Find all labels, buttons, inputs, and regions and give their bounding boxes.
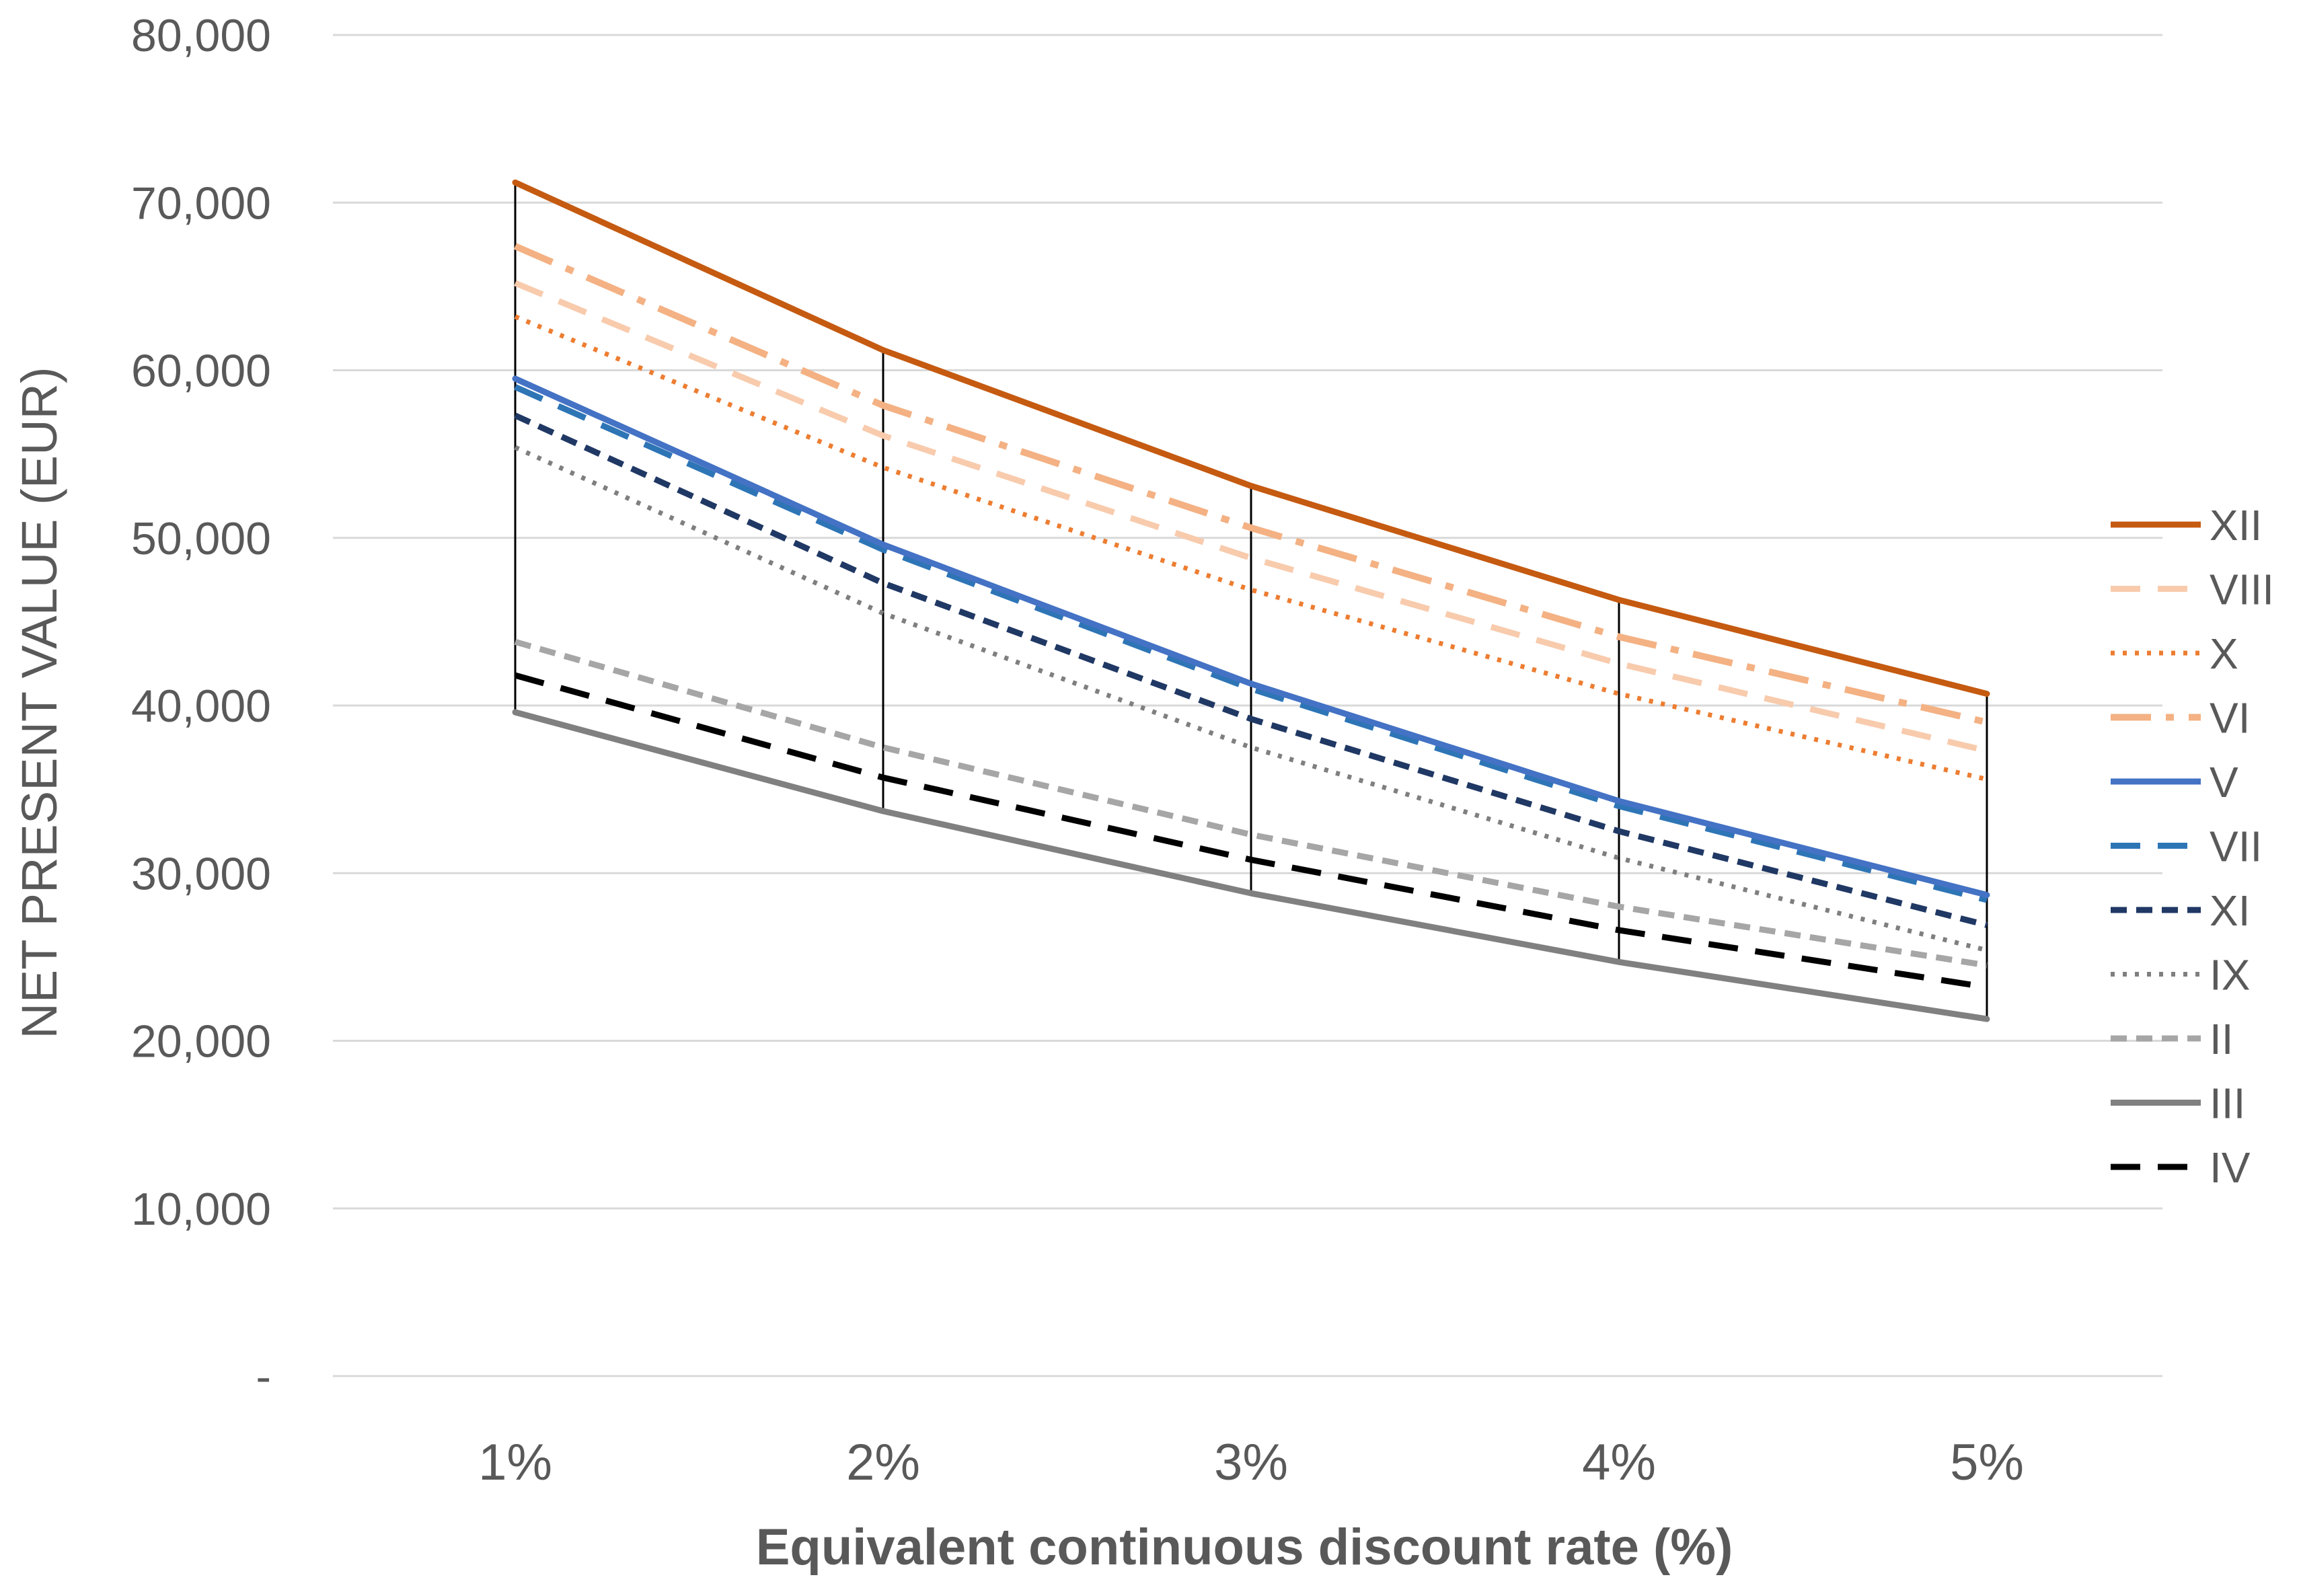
x-tick-label-1: 1%	[478, 1434, 552, 1491]
legend-label: IV	[2210, 1143, 2251, 1192]
legend-label: VIII	[2210, 566, 2274, 614]
series-line-xi	[514, 412, 1988, 928]
series-line-ii	[514, 638, 1988, 968]
x-tick-label-4: 4%	[1582, 1434, 1656, 1491]
legend-label: VI	[2210, 694, 2250, 743]
legend-item-vi: VI	[2111, 694, 2250, 743]
y-tick-label: 80,000	[131, 10, 271, 61]
y-tick-label: 60,000	[131, 346, 271, 397]
x-tick-label-2: 2%	[846, 1434, 920, 1491]
legend-label: XI	[2210, 886, 2250, 935]
legend-label: II	[2210, 1015, 2234, 1063]
series-line-iv	[514, 672, 1988, 991]
x-axis-title: Equivalent continuous discount rate (%)	[756, 1519, 1733, 1576]
legend-item-vii: VII	[2111, 823, 2262, 871]
series-line-vi	[514, 243, 1988, 726]
y-tick-label: 10,000	[131, 1184, 271, 1235]
legend-item-xi: XI	[2111, 886, 2250, 935]
series-lines	[512, 179, 1990, 1022]
legend-item-ii: II	[2111, 1015, 2234, 1063]
legend-item-v: V	[2111, 758, 2238, 806]
legend-item-iii: III	[2111, 1079, 2245, 1128]
legend-item-ix: IX	[2111, 951, 2250, 999]
x-tick-label-3: 3%	[1214, 1434, 1288, 1491]
legend-label: V	[2210, 758, 2238, 806]
legend-item-x: X	[2111, 630, 2238, 678]
series-line-ix	[514, 445, 1988, 953]
x-axis-ticks: 1% 2% 3% 4% 5%	[478, 1434, 2024, 1491]
series-line-xii	[512, 179, 1990, 697]
legend-label: XII	[2210, 501, 2262, 549]
y-tick-label: 30,000	[131, 848, 271, 899]
legend-item-viii: VIII	[2111, 566, 2274, 614]
y-axis-ticks: - 10,000 20,000 30,000 40,000 50,000 60,000 70,…	[131, 10, 271, 1402]
y-tick-label: 70,000	[131, 178, 271, 229]
legend-label: VII	[2210, 823, 2262, 871]
legend-label: IX	[2210, 951, 2250, 999]
gridlines	[333, 34, 2162, 1377]
y-tick-label: 50,000	[131, 513, 271, 564]
series-line-viii	[514, 280, 1988, 754]
x-tick-label-5: 5%	[1950, 1434, 2024, 1491]
legend-label: III	[2210, 1079, 2245, 1128]
series-line-iii	[512, 709, 1990, 1022]
y-tick-label: -	[256, 1351, 271, 1402]
y-tick-label: 20,000	[131, 1016, 271, 1067]
y-tick-label: 40,000	[131, 681, 271, 732]
legend-item-xii: XII	[2111, 501, 2262, 549]
series-line-v	[512, 375, 1990, 899]
y-axis-title: NET PRESENT VALUE (EUR)	[11, 367, 67, 1038]
legend-label: X	[2210, 630, 2238, 678]
legend-item-iv: IV	[2111, 1143, 2251, 1192]
